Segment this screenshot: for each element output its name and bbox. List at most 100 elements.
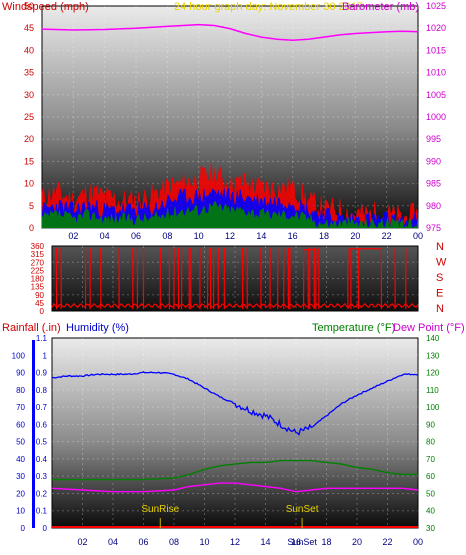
panel1-x-tick: 18 <box>319 231 329 241</box>
panel2-grid <box>52 246 418 311</box>
panel3-rain-tick: 0.1 <box>36 507 48 516</box>
panel3-series-temperature <box>52 459 418 481</box>
panel1-right-tick: 985 <box>426 179 441 189</box>
panel3-temp-tick: 80 <box>426 438 435 447</box>
panel2-compass-label: W <box>436 257 447 269</box>
panel2-direction-box <box>350 248 382 310</box>
panel3-temp-tick: 90 <box>426 420 435 429</box>
panel3-temp-tick: 50 <box>426 489 435 498</box>
panel3-rain-tick: 0.4 <box>36 455 48 464</box>
panel2-plot-area <box>51 245 419 312</box>
panel3-x-tick: 04 <box>108 537 118 547</box>
panel1-x-tick: 10 <box>194 231 204 241</box>
panel3-x-tick: 02 <box>77 537 87 547</box>
panel3-dew-label: Dew Point (°F) <box>393 322 465 334</box>
panel3-temp-tick: 70 <box>426 455 435 464</box>
panel3-humidity-tick: 60 <box>16 420 25 429</box>
panel1-x-tick: 06 <box>131 231 141 241</box>
panel3-x-tick: 00 <box>413 537 423 547</box>
panel3-humidity-tick: 0 <box>21 524 26 533</box>
panel3-rain-tick: 1 <box>43 351 48 360</box>
panel2-compass-label: E <box>436 288 443 300</box>
panel3-temp-label: Temperature (°F) <box>312 322 395 334</box>
sunrise-label: SunRise <box>141 504 179 515</box>
panel1-left-tick: 35 <box>24 68 34 78</box>
panel1-right-tick: 980 <box>426 201 441 211</box>
panel2-left-tick: 360 <box>31 242 45 251</box>
panel3-grid <box>52 338 418 528</box>
panel1-left-tick: 25 <box>24 112 34 122</box>
panel3-temp-tick: 120 <box>426 369 440 378</box>
panel3-rain-tick: 0.5 <box>36 438 48 447</box>
panel1-left-tick: 20 <box>24 134 34 144</box>
panel3-x-ticks: 02 04 06 08 10 12 14 16 18 20 22 00 <box>77 537 423 547</box>
panel3-temp-tick: 100 <box>426 403 440 412</box>
panel1-x-tick: 04 <box>100 231 110 241</box>
panel1-left-ticks: 0 5 10 15 20 25 30 35 40 45 50 <box>24 1 34 233</box>
panel1-x-tick: 22 <box>382 231 392 241</box>
panel3-temp-tick: 110 <box>426 386 439 395</box>
panel3-humidity-tick: 10 <box>16 507 25 516</box>
panel3-humidity-tick: 50 <box>16 438 25 447</box>
panel1-series-barometer <box>41 23 419 41</box>
panel1-series <box>41 23 419 229</box>
panel3-humidity-tick: 80 <box>16 386 25 395</box>
panel1-title: 24 hour graph day: November 30 2017 <box>174 1 363 13</box>
panel3-x-tick: 06 <box>138 537 148 547</box>
panel2-left-tick: 180 <box>31 275 45 284</box>
panel1-left-label: Windspeed (mph) <box>2 1 89 13</box>
panel3-rain-tick: 0.6 <box>36 420 48 429</box>
panel3-series-humidity <box>51 371 419 436</box>
panel1-right-tick: 1010 <box>426 68 446 78</box>
panel3-rain-tick: 1.1 <box>36 334 48 343</box>
panel3-x-tick: 22 <box>382 537 392 547</box>
panel1-x-tick: 02 <box>68 231 78 241</box>
panel1-left-tick: 30 <box>24 90 34 100</box>
panel1-right-tick: 990 <box>426 156 441 166</box>
panel3-humidity-tick: 90 <box>16 369 25 378</box>
panel1-right-tick: 1005 <box>426 90 446 100</box>
panel3-humidity-tick: 20 <box>16 489 25 498</box>
panel1-x-tick: 00 <box>413 231 423 241</box>
panel2-compass-label: N <box>436 241 444 253</box>
panel2-left-tick: 0 <box>40 307 45 316</box>
panel1-x-ticks: 02 04 06 08 10 12 14 16 18 20 22 00 <box>68 231 423 241</box>
panel3-x-tick: 18 <box>321 537 331 547</box>
panel3-rain-label: Rainfall (.in) <box>2 322 61 334</box>
panel1-left-tick: 40 <box>24 45 34 55</box>
panel2-left-tick: 45 <box>35 299 44 308</box>
panel2-left-tick: 135 <box>31 283 45 292</box>
sunset-label: SunSet <box>286 504 319 515</box>
panel3-x-tick: 12 <box>230 537 240 547</box>
panel1-right-tick: 995 <box>426 134 441 144</box>
panel3-temp-tick: 60 <box>426 472 435 481</box>
panel1-x-tick: 14 <box>256 231 266 241</box>
panel1-x-tick: 08 <box>162 231 172 241</box>
panel2-left-tick: 270 <box>31 258 45 267</box>
panel1-left-tick: 45 <box>24 23 34 33</box>
panel1-left-tick: 10 <box>24 179 34 189</box>
humidity-axis-bar <box>32 340 35 528</box>
panel3-x-tick: 10 <box>199 537 209 547</box>
panel3-temp-tick: 130 <box>426 351 440 360</box>
panel3-humidity-label: Humidity (%) <box>66 322 129 334</box>
panel1-right-tick: 1015 <box>426 45 446 55</box>
panel3-x-tick: 08 <box>169 537 179 547</box>
panel3-plot-area <box>51 337 419 529</box>
panel1-right-tick: 1000 <box>426 112 446 122</box>
panel2-series <box>51 247 419 310</box>
panel1-x-tick: 12 <box>225 231 235 241</box>
panel3-series <box>51 371 419 528</box>
panel3-rain-tick: 0.2 <box>36 489 48 498</box>
panel1-right-tick: 1020 <box>426 23 446 33</box>
panel2-left-tick: 225 <box>31 266 45 275</box>
panel2-left-tick: 315 <box>31 250 45 259</box>
panel3-rain-tick: 0.7 <box>36 403 48 412</box>
panel3-humidity-tick: 40 <box>16 455 25 464</box>
panel3-temp-tick: 140 <box>426 334 440 343</box>
panel3-temp-ticks: 30 40 50 60 70 80 90 100 110 120 130 140 <box>426 334 440 533</box>
panel2-direction-box <box>303 249 317 310</box>
